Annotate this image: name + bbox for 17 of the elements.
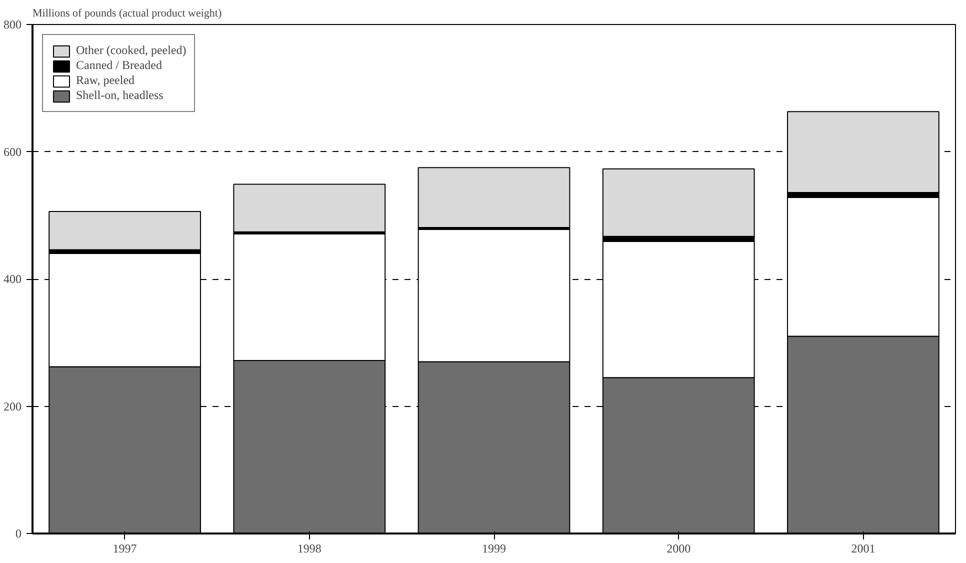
x-tick-label: 1997 <box>112 542 137 556</box>
y-tick-label: 0 <box>16 526 22 540</box>
legend-label: Raw, peeled <box>76 73 135 88</box>
y-tick-label: 200 <box>4 399 22 414</box>
y-tick-label: 800 <box>4 18 22 32</box>
bar <box>48 211 201 250</box>
x-tick-label: 1998 <box>297 542 322 556</box>
legend-label: Shell-on, headless <box>76 88 164 103</box>
y-axis-title: Millions of pounds (actual product weight) <box>32 8 222 20</box>
x-tick-label: 2000 <box>666 542 691 556</box>
legend-label: Other (cooked, peeled) <box>76 43 186 58</box>
bar <box>418 167 570 228</box>
y-tick-label: 400 <box>4 272 22 286</box>
y-tick-label: 600 <box>4 144 22 159</box>
x-tick-label: 2001 <box>851 542 876 556</box>
x-tick-label: 1999 <box>482 542 506 556</box>
legend-label: Canned / Breaded <box>76 58 162 73</box>
